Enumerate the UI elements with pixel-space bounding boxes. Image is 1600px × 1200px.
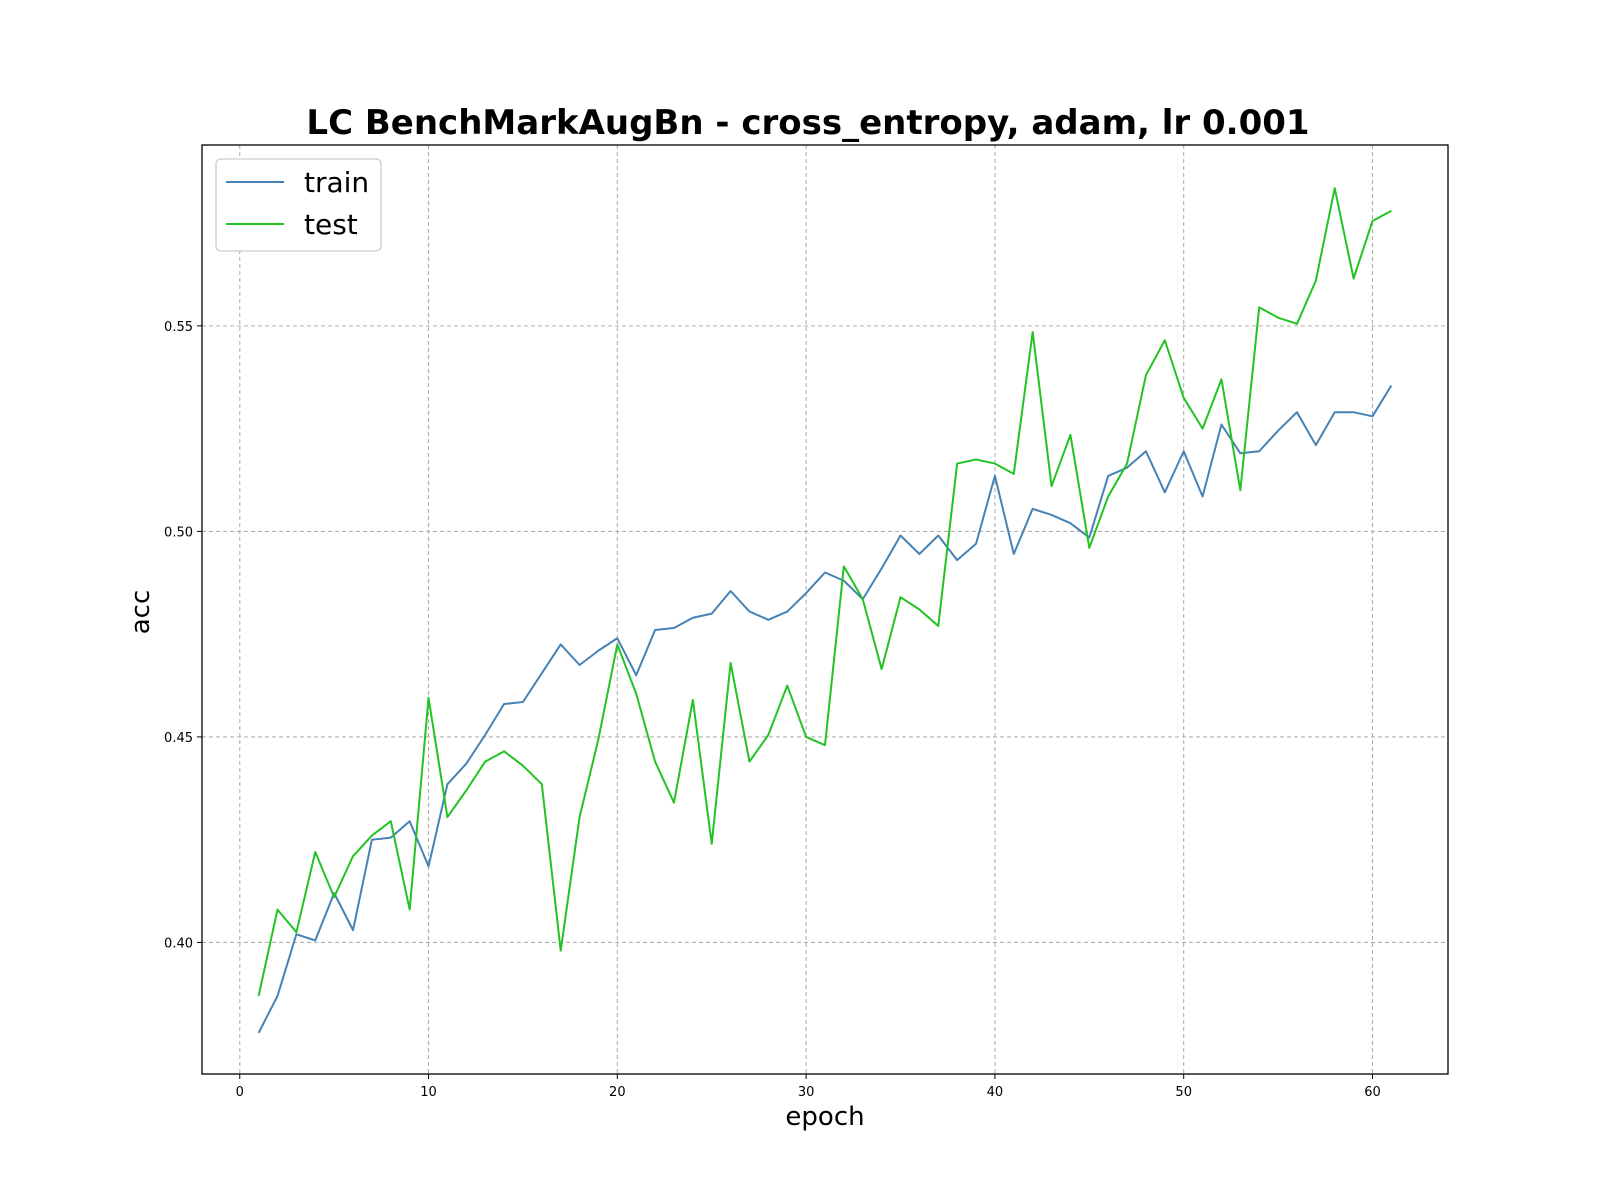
y-tick-label: 0.40 xyxy=(164,936,193,951)
chart-title: LC BenchMarkAugBn - cross_entropy, adam,… xyxy=(306,103,1309,143)
legend: train test xyxy=(215,158,382,252)
x-axis-label: epoch xyxy=(785,1102,864,1132)
y-tick-label: 0.50 xyxy=(164,525,193,540)
x-tick-label: 40 xyxy=(987,1085,1004,1100)
plot-frame xyxy=(201,144,1449,1075)
series-group xyxy=(257,187,1393,1034)
x-tick-label: 0 xyxy=(236,1085,244,1100)
series-line-test xyxy=(257,187,1392,997)
x-tick-label: 60 xyxy=(1364,1085,1381,1100)
ticks: 0 10 20 30 40 50 60 0.40 0.45 0.50 0.55 xyxy=(164,320,1381,1100)
legend-label-test: test xyxy=(304,208,358,241)
y-axis-label: acc xyxy=(126,590,156,635)
x-tick-label: 30 xyxy=(798,1085,815,1100)
legend-label-train: train xyxy=(304,166,369,199)
y-tick-label: 0.55 xyxy=(164,320,193,335)
x-tick-label: 20 xyxy=(609,1085,626,1100)
x-tick-label: 10 xyxy=(420,1085,437,1100)
series-line-train xyxy=(257,384,1393,1034)
y-tick-label: 0.45 xyxy=(164,731,193,746)
x-tick-label: 50 xyxy=(1175,1085,1192,1100)
